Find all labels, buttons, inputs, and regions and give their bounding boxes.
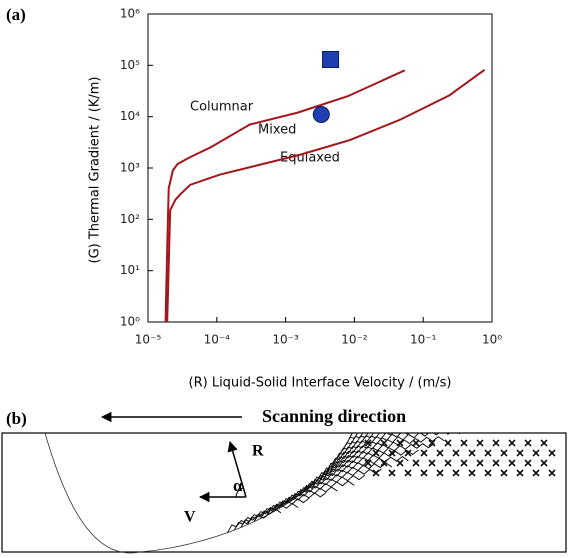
y-tick-label: 10² (120, 212, 140, 226)
equiaxed-grain (428, 459, 436, 467)
columnar-grain (330, 433, 387, 467)
y-tick-label: 10³ (120, 161, 140, 175)
x-axis-title: (R) Liquid-Solid Interface Velocity / (m… (189, 376, 452, 391)
x-tick-label: 10⁻⁵ (135, 333, 162, 347)
equiaxed-grain (540, 459, 548, 467)
equiaxed-grain (372, 449, 380, 457)
equiaxed-grain (436, 449, 444, 457)
v-label: V (184, 509, 196, 526)
columnar-grain (284, 468, 382, 506)
y-tick-label: 10⁰ (120, 315, 140, 329)
equiaxed-grain (532, 469, 540, 477)
equiaxed-grain (500, 449, 508, 457)
equiaxed-grain (484, 449, 492, 457)
x-tick-label: 10⁻³ (272, 333, 299, 347)
equiaxed-grain (396, 439, 404, 447)
r-label: R (252, 443, 264, 460)
equiaxed-grain (548, 469, 556, 477)
columnar-grain (240, 508, 282, 528)
equiaxed-grain (548, 449, 556, 457)
columnar-grain (321, 433, 410, 476)
region-label: Equiaxed (280, 151, 340, 166)
equiaxed-grain (404, 469, 412, 477)
equiaxed-grain (436, 469, 444, 477)
y-tick-label: 10⁶ (120, 7, 140, 21)
equiaxed-grain (484, 469, 492, 477)
equiaxed-grain (524, 459, 532, 467)
equiaxed-grain (516, 469, 524, 477)
square-marker (322, 50, 340, 68)
equiaxed-grain (412, 459, 420, 467)
equiaxed-grain (492, 459, 500, 467)
equiaxed-grain (476, 439, 484, 447)
equiaxed-grain (364, 459, 372, 467)
r-arrow (227, 440, 247, 498)
equiaxed-grain (492, 439, 500, 447)
equiaxed-grain (508, 439, 516, 447)
plot-frame (147, 13, 493, 323)
equiaxed-grain (452, 449, 460, 457)
columnar-grain (334, 433, 381, 462)
y-tick-label: 10¹ (120, 263, 140, 277)
circle-marker (312, 106, 330, 124)
x-tick-label: 10⁻⁴ (204, 333, 231, 347)
columnar-grain (290, 462, 393, 502)
angle-arc (235, 487, 244, 498)
equiaxed-grain (380, 439, 388, 447)
equiaxed-grain (460, 439, 468, 447)
equiaxed-grain (428, 439, 436, 447)
columnar-grain (306, 442, 435, 490)
equiaxed-grain (388, 449, 396, 457)
columnar-grain (278, 474, 366, 509)
columnar-grain (247, 502, 299, 525)
x-tick-label: 10⁻² (341, 333, 368, 347)
melt-pool-boundary (44, 432, 353, 554)
boundary-line (164, 69, 406, 323)
equiaxed-grain (468, 469, 476, 477)
equiaxed-grain (460, 459, 468, 467)
boundary-line (166, 68, 486, 323)
equiaxed-grain (468, 449, 476, 457)
columnar-grain (301, 449, 419, 494)
y-axis-title: (G) Thermal Gradient / (K/m) (88, 77, 103, 264)
x-tick-label: 10⁰ (482, 333, 502, 347)
equiaxed-grain (516, 449, 524, 457)
alpha-label: α (233, 476, 243, 495)
equiaxed-grain (476, 459, 484, 467)
panel-label: (a) (6, 5, 26, 24)
equiaxed-grain (524, 439, 532, 447)
scan-label: Scanning direction (262, 406, 406, 426)
x-tick-label: 10⁻¹ (410, 333, 437, 347)
panel-label: (b) (6, 409, 27, 428)
sample-box (1, 432, 567, 553)
diagram: (b) Scanning direction R V α (1, 406, 567, 554)
equiaxed-grain (540, 439, 548, 447)
region-label: Mixed (258, 123, 296, 138)
y-tick-label: 10⁴ (120, 109, 140, 123)
equiaxed-grain (508, 459, 516, 467)
equiaxed-grain (500, 469, 508, 477)
equiaxed-grain (420, 449, 428, 457)
equiaxed-grain (404, 449, 412, 457)
equiaxed-grain (388, 469, 396, 477)
equiaxed-grain (380, 459, 388, 467)
equiaxed-grain (372, 469, 380, 477)
equiaxed-grain (452, 469, 460, 477)
equiaxed-grain (396, 459, 404, 467)
equiaxed-grain (420, 469, 428, 477)
equiaxed-grain (444, 439, 452, 447)
grains (227, 433, 556, 533)
equiaxed-grain (364, 439, 372, 447)
region-label: Columnar (190, 100, 254, 115)
equiaxed-grain (412, 439, 420, 447)
equiaxed-grain (532, 449, 540, 457)
columnar-grain (227, 518, 253, 533)
columnar-grain (338, 433, 369, 456)
y-tick-label: 10⁵ (120, 58, 140, 72)
equiaxed-grain (444, 459, 452, 467)
